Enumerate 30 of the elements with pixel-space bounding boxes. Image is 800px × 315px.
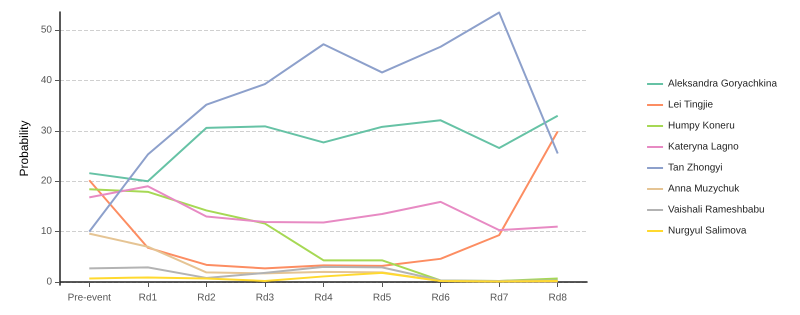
legend-label: Lei Tingjie [668, 100, 714, 110]
line-series [88, 12, 559, 233]
legend-label: Aleksandra Goryachkina [668, 78, 778, 90]
legend-label: Humpy Koneru [668, 120, 735, 132]
x-tick-label: Rd1 [138, 292, 158, 304]
x-tick-label: Rd4 [314, 292, 334, 304]
line-series [88, 130, 559, 270]
legend-label: Kateryna Lagno [668, 142, 740, 152]
y-tick-label: 20 [40, 176, 52, 187]
x-tick-label: Rd5 [372, 292, 392, 304]
x-tick-label: Pre-event [68, 292, 112, 304]
line-series [88, 266, 559, 282]
y-tick-label: 10 [40, 226, 52, 238]
legend-label: Nurgyul Salimova [668, 226, 747, 236]
line-series [88, 114, 559, 182]
x-tick-label: Rd7 [490, 292, 509, 304]
x-tick-label: Rd3 [256, 292, 275, 304]
legend-label: Vaishali Rameshbabu [668, 204, 765, 216]
x-tick-label: Rd8 [548, 292, 568, 304]
line-series [88, 272, 559, 282]
y-axis-title: Probability [16, 120, 31, 177]
y-tick-label: 30 [40, 125, 52, 136]
x-tick-label: Rd6 [431, 292, 450, 304]
legend-label: Tan Zhongyi [668, 162, 723, 174]
y-tick-label: 0 [46, 276, 52, 288]
x-tick-label: Rd2 [197, 292, 216, 304]
line-series [88, 185, 559, 232]
y-tick-label: 50 [40, 24, 52, 36]
y-tick-label: 40 [40, 75, 52, 86]
legend-label: Anna Muzychuk [668, 184, 740, 194]
